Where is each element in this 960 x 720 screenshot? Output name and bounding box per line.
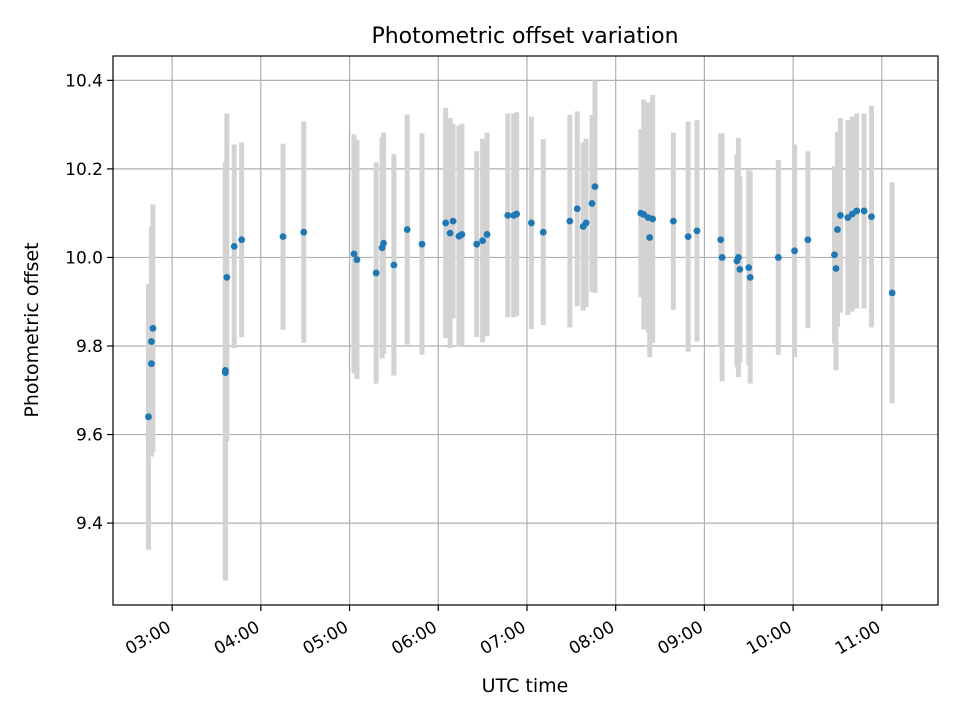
data-point [504,211,512,219]
data-point [573,205,581,213]
data-point [513,210,521,218]
data-points [145,183,896,421]
grid [113,56,938,605]
y-tick-label: 9.4 [76,514,103,534]
chart-title: Photometric offset variation [371,24,678,49]
data-point [774,254,782,261]
data-point [588,200,596,207]
data-point [669,217,677,225]
data-point [888,289,896,297]
y-axis-ticks: 9.4 9.6 9.8 10.0 10.2 10.4 [65,71,113,534]
data-point [479,237,487,245]
data-point [390,261,398,269]
data-point [860,207,868,215]
data-point [238,236,246,244]
data-point [804,236,812,244]
data-point [483,231,491,238]
data-point [539,228,547,236]
data-point [646,234,654,241]
y-tick-label: 9.8 [76,337,103,357]
data-point [582,219,590,227]
data-point [834,226,841,233]
data-point [279,233,287,241]
data-point [746,273,754,281]
data-point [149,324,157,332]
data-point [418,240,426,248]
data-point [745,264,753,272]
data-point [442,219,450,227]
data-point [449,217,457,225]
data-point [350,250,358,258]
y-tick-label: 10.4 [65,71,103,91]
data-point [221,369,229,376]
y-tick-label: 10.0 [65,248,103,268]
y-tick-label: 9.6 [76,426,103,446]
data-point [145,413,152,421]
data-point [718,254,726,261]
data-point [230,242,238,250]
y-axis-label: Photometric offset [21,242,43,417]
data-point [853,207,861,215]
data-point [832,265,840,272]
data-point [684,233,692,241]
data-point [353,256,361,264]
data-point [148,338,155,345]
data-point [717,236,725,244]
x-axis-label: UTC time [482,675,569,697]
data-point [300,228,308,236]
y-tick-label: 10.2 [65,160,103,180]
data-point [372,269,380,277]
data-point [446,229,454,237]
plot-frame [112,55,939,606]
data-point [791,247,798,255]
data-point [831,251,838,259]
data-point [649,215,657,223]
data-point [736,266,744,273]
data-point [380,239,387,247]
data-point [693,227,701,235]
data-point [148,360,155,368]
data-point [403,226,411,233]
data-point [458,231,466,238]
data-point [223,273,231,281]
data-point [735,254,742,261]
data-point [591,183,599,191]
data-point [868,213,875,221]
data-point [473,240,481,248]
data-point [566,217,574,225]
data-point [837,211,844,219]
data-point [528,219,535,227]
